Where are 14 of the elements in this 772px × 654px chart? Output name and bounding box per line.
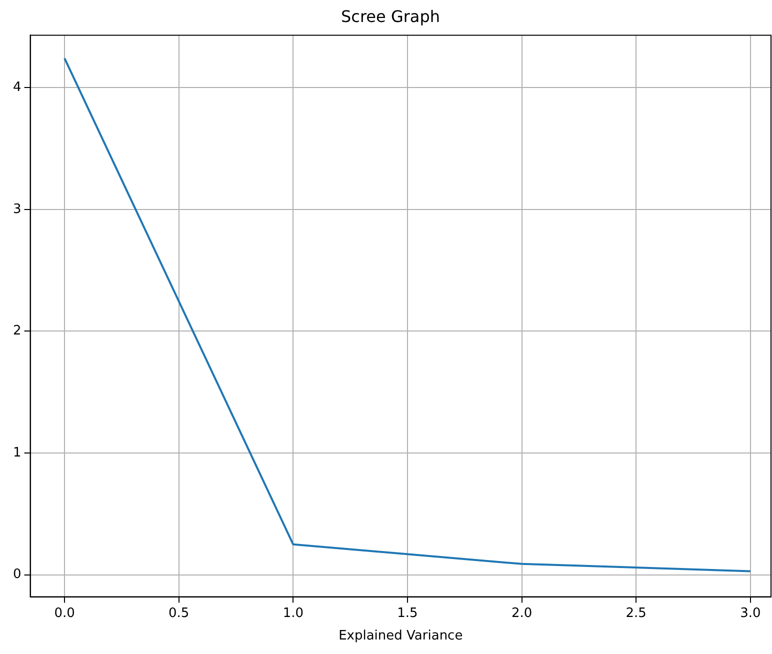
y-tick-label: 4 (12, 80, 22, 95)
x-tick-label: 2.0 (511, 606, 532, 621)
y-tick-label: 3 (12, 202, 22, 217)
y-tick-label: 2 (12, 324, 22, 339)
x-tick-label: 1.0 (282, 606, 304, 621)
chart-title: Scree Graph (340, 6, 440, 26)
y-tick-label: 1 (12, 445, 22, 460)
x-tick-label: 0.5 (168, 606, 190, 621)
x-tick-label: 3.0 (740, 606, 761, 621)
x-tick-label: 0.0 (54, 606, 75, 621)
x-axis-title: Explained Variance (338, 628, 463, 644)
y-tick-label: 0 (12, 567, 22, 582)
x-tick-label: 1.5 (397, 606, 418, 621)
x-tick-label: 2.5 (626, 606, 646, 621)
